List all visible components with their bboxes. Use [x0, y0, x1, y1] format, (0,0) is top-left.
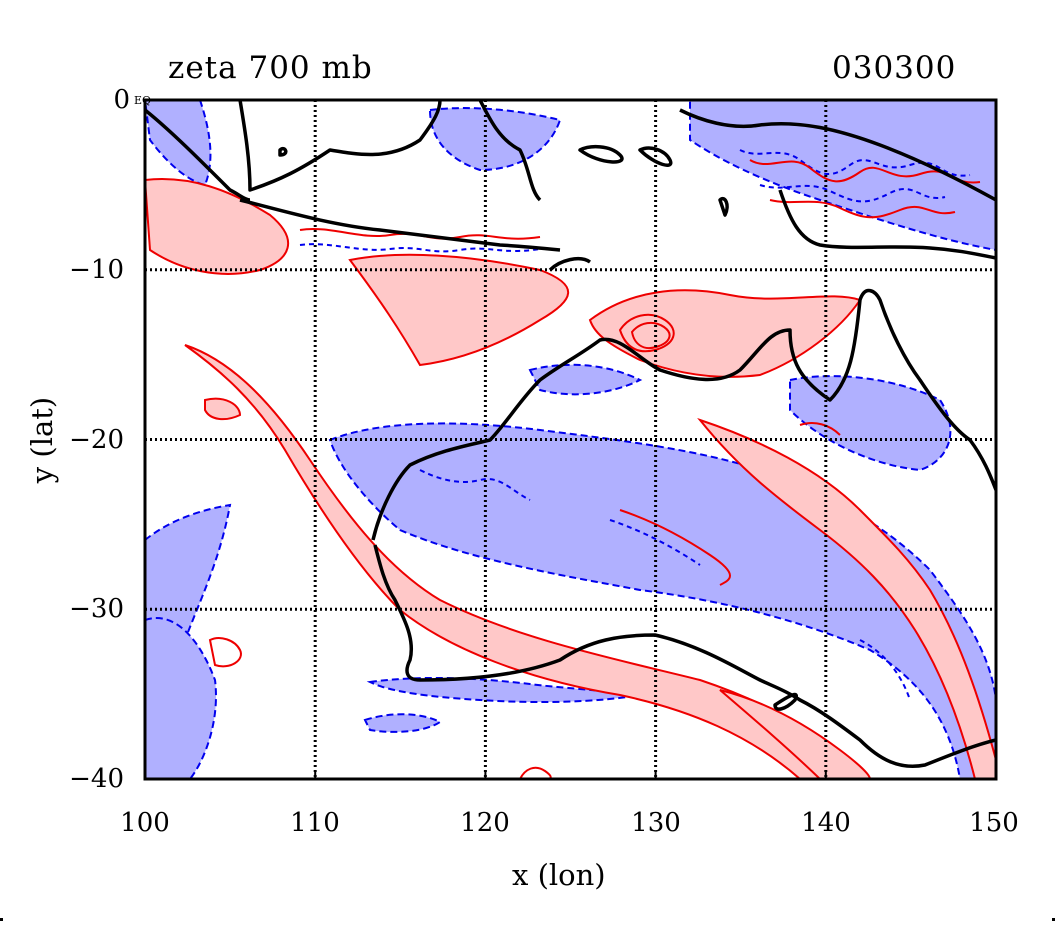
pos-region-carpentaria	[588, 289, 862, 378]
x-tick-label: 120	[460, 808, 510, 838]
pos-region-timor	[348, 253, 570, 367]
equator-tag: EQ	[134, 94, 151, 107]
plot-timestamp: 030300	[832, 50, 957, 86]
y-tick-label: −10	[69, 255, 124, 285]
grid-lines	[145, 100, 996, 779]
coast-small-islands	[278, 144, 729, 272]
positive-vorticity-regions	[145, 178, 996, 779]
coast-new-guinea	[679, 108, 996, 260]
x-tick-label: 110	[290, 808, 340, 838]
coastlines	[145, 100, 996, 768]
x-tick-label: 100	[120, 808, 170, 838]
coast-java	[239, 198, 561, 252]
pos-region-small-west	[204, 397, 242, 421]
pos-band-east	[697, 417, 996, 779]
corner-mark	[1052, 918, 1055, 921]
coast-sulawesi	[478, 100, 542, 202]
neg-region-north-east	[689, 100, 996, 252]
x-axis-label: x (lon)	[512, 858, 606, 892]
neg-region-arafura	[528, 363, 643, 396]
contour-field	[145, 100, 996, 779]
y-tick-label: −40	[69, 764, 124, 794]
coast-borneo	[238, 100, 442, 192]
coast-tasmania-kangaroo	[773, 692, 798, 711]
coast-sumatra	[145, 108, 251, 202]
x-tick-label: 150	[969, 808, 1019, 838]
pos-region-north	[145, 178, 290, 275]
pos-region-south-east	[719, 689, 872, 779]
corner-mark	[0, 918, 3, 921]
neg-region-southwest	[145, 617, 217, 779]
y-tick-label: −20	[69, 425, 124, 455]
neg-region-indonesia	[428, 107, 562, 172]
x-tick-label: 140	[801, 808, 851, 838]
tick-marks	[144, 770, 997, 779]
x-tick-label: 130	[631, 808, 681, 838]
y-axis-label: y (lat)	[25, 396, 59, 484]
neg-region-north-west	[145, 100, 212, 187]
y-tick-label: 0	[113, 85, 130, 115]
plot-frame	[143, 98, 998, 781]
plot-title: zeta 700 mb	[168, 50, 373, 86]
y-tick-label: −30	[69, 594, 124, 624]
neg-region-south-blob	[363, 713, 442, 733]
